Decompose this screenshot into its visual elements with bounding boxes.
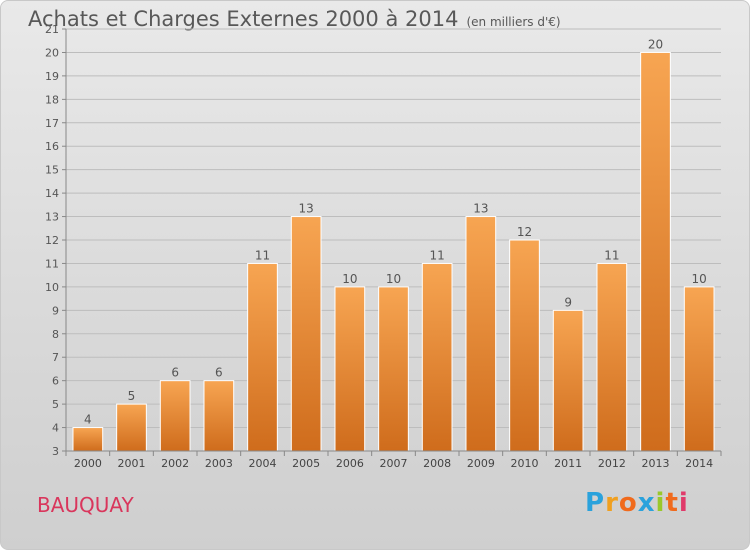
bar — [247, 262, 278, 452]
y-tick-label: 8 — [52, 328, 59, 341]
x-tick-label: 2011 — [554, 457, 582, 470]
bar — [421, 262, 453, 452]
x-tick-label: 2004 — [249, 457, 277, 470]
y-tick-label: 6 — [52, 375, 59, 388]
y-tick-label: 3 — [52, 445, 59, 458]
bar — [290, 216, 322, 452]
logo-letter: o — [618, 488, 638, 518]
logo-letter: x — [637, 488, 656, 518]
x-tick-label: 2013 — [642, 457, 670, 470]
x-tick-label: 2007 — [380, 457, 408, 470]
bar — [203, 380, 235, 452]
bar-value-label: 11 — [604, 248, 619, 262]
logo-letter: P — [585, 488, 606, 518]
bar-value-label: 12 — [517, 225, 532, 239]
logo-letter: i — [678, 488, 689, 518]
x-tick-label: 2010 — [511, 457, 539, 470]
chart-title: Achats et Charges Externes 2000 à 2014 (e… — [28, 7, 561, 31]
x-tick-label: 2000 — [74, 457, 102, 470]
bar-value-label: 6 — [171, 366, 179, 380]
x-tick-label: 2005 — [292, 457, 320, 470]
y-tick-label: 21 — [45, 23, 59, 36]
bar-value-label: 10 — [386, 272, 401, 286]
chart-subtitle: (en milliers d'€) — [466, 15, 561, 29]
x-tick-label: 2002 — [161, 457, 189, 470]
y-tick-label: 15 — [45, 164, 59, 177]
y-tick-label: 5 — [52, 398, 59, 411]
bar — [509, 239, 540, 452]
x-axis: 2000 2001 2002 2003 2004 2005 2006 2007 2008 2009… — [65, 450, 722, 470]
y-tick-label: 20 — [45, 46, 59, 59]
x-tick-label: 2014 — [685, 457, 713, 470]
y-tick-label: 16 — [45, 140, 59, 153]
bar-value-label: 4 — [84, 413, 92, 427]
bar — [72, 427, 104, 452]
y-axis: 3 4 5 6 7 8 9 10 11 12 13 14 15 16 17 18 19 20 21 — [45, 23, 67, 458]
y-tick-label: 13 — [45, 211, 59, 224]
proxiti-logo[interactable]: Proxiti — [585, 488, 689, 518]
bar — [596, 262, 628, 452]
x-tick-label: 2009 — [467, 457, 495, 470]
bar-value-label: 10 — [342, 272, 357, 286]
bar — [552, 309, 584, 452]
y-tick-label: 18 — [45, 93, 59, 106]
bar-value-label: 13 — [299, 202, 314, 216]
bar-value-label: 5 — [128, 389, 136, 403]
logo-letter: i — [655, 488, 666, 518]
bar-value-label: 11 — [430, 248, 445, 262]
bars-group: 4 5 6 6 11 13 10 10 11 13 12 9 11 20 10 — [72, 37, 715, 452]
chart-title-text: Achats et Charges Externes 2000 à 2014 — [28, 7, 459, 31]
bar — [334, 286, 366, 452]
bar — [640, 51, 671, 452]
bar — [159, 380, 191, 452]
bar — [465, 216, 497, 452]
bar — [378, 286, 409, 452]
bar-value-label: 11 — [255, 248, 270, 262]
x-tick-label: 2012 — [598, 457, 626, 470]
x-tick-label: 2001 — [118, 457, 146, 470]
x-tick-label: 2006 — [336, 457, 364, 470]
y-tick-label: 11 — [45, 257, 59, 270]
y-tick-label: 12 — [45, 234, 59, 247]
y-tick-label: 17 — [45, 117, 59, 130]
bar-value-label: 6 — [215, 366, 223, 380]
y-tick-label: 10 — [45, 281, 59, 294]
commune-name: BAUQUAY — [37, 493, 134, 517]
y-tick-label: 7 — [52, 351, 59, 364]
x-tick-label: 2008 — [423, 457, 451, 470]
logo-letter: r — [605, 488, 619, 518]
y-tick-label: 19 — [45, 70, 59, 83]
y-tick-label: 9 — [52, 304, 59, 317]
bar-value-label: 9 — [564, 295, 572, 309]
x-tick-label: 2003 — [205, 457, 233, 470]
bar-value-label: 13 — [473, 202, 488, 216]
logo-letter: t — [665, 488, 679, 518]
bar-value-label: 20 — [648, 37, 663, 51]
bar — [683, 286, 715, 452]
y-tick-label: 14 — [45, 187, 59, 200]
bar-value-label: 10 — [692, 272, 707, 286]
bar — [116, 403, 147, 452]
y-tick-label: 4 — [52, 422, 59, 435]
